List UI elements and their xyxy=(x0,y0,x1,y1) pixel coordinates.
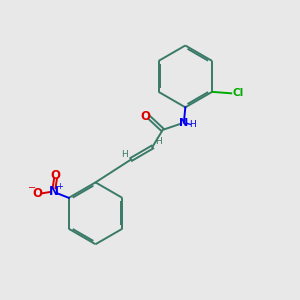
Text: H: H xyxy=(155,137,162,146)
Text: N: N xyxy=(49,185,59,199)
Text: H: H xyxy=(121,150,128,159)
Text: H: H xyxy=(189,121,196,130)
Text: O: O xyxy=(50,169,61,182)
Text: O: O xyxy=(32,187,42,200)
Text: N: N xyxy=(179,118,188,128)
Text: Cl: Cl xyxy=(233,88,244,98)
Text: +: + xyxy=(56,182,63,191)
Text: O: O xyxy=(140,110,150,123)
Text: −: − xyxy=(28,183,36,193)
